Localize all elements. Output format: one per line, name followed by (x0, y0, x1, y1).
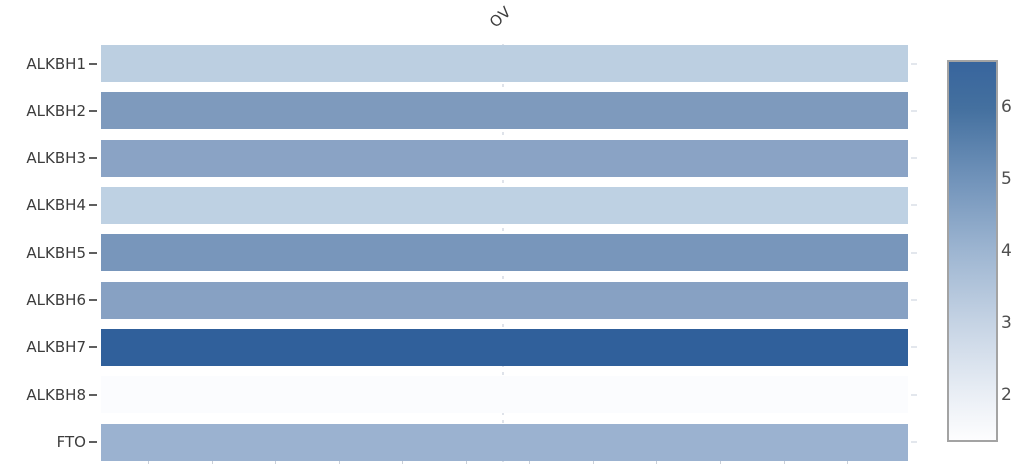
y-axis-tick-right (911, 204, 917, 207)
x-axis-minor-tick (148, 460, 149, 464)
x-axis-minor-tick (211, 460, 213, 464)
row-label: ALKBH8 (26, 385, 86, 404)
x-axis-minor-tick (402, 460, 404, 464)
y-axis-tick (89, 346, 97, 349)
row-label: ALKBH2 (26, 101, 86, 120)
y-axis-tick-right (911, 157, 917, 160)
y-axis-tick-right (911, 299, 917, 302)
heatmap-cell (101, 281, 908, 319)
x-axis-minor-tick (783, 460, 785, 464)
x-axis-minor-tick (529, 460, 531, 464)
y-axis-tick-right (911, 393, 917, 396)
heatmap-cell (101, 92, 908, 130)
y-axis-tick (89, 62, 97, 65)
heatmap-cell (101, 376, 908, 414)
y-axis-tick (89, 251, 97, 254)
row-label: ALKBH7 (26, 338, 86, 357)
colorbar-tick-label: 6 (1001, 96, 1012, 117)
y-axis-tick (89, 299, 97, 302)
x-axis-minor-tick (338, 460, 340, 464)
y-axis-tick (89, 109, 97, 112)
y-axis-tick (89, 441, 97, 444)
heatmap-cell (101, 139, 908, 177)
row-label: ALKBH5 (26, 243, 86, 262)
y-axis-tick-right (911, 62, 917, 65)
x-axis-minor-tick (656, 460, 658, 464)
colorbar-tick-label: 3 (1001, 313, 1012, 334)
heatmap-cell (101, 45, 908, 82)
y-axis-tick (89, 157, 97, 160)
heatmap-cell (101, 186, 908, 224)
y-axis-tick-right (911, 346, 917, 349)
x-axis-minor-tick (275, 460, 277, 464)
y-axis-tick-right (911, 441, 917, 444)
x-axis-minor-tick (592, 460, 594, 464)
y-axis-tick-right (911, 109, 917, 112)
y-axis-tick (89, 393, 97, 396)
row-label: ALKBH3 (26, 149, 86, 168)
heatmap-cell (101, 423, 908, 461)
y-axis-tick-right (911, 251, 917, 254)
row-label: ALKBH1 (26, 54, 86, 73)
y-axis-tick (89, 204, 97, 207)
x-axis-minor-tick (847, 460, 849, 464)
colorbar-tick-label: 4 (1001, 241, 1012, 261)
colorbar (947, 60, 998, 442)
heatmap-cell (101, 328, 908, 366)
x-axis-minor-tick (719, 460, 721, 464)
column-label-ov: OV (485, 2, 515, 32)
row-label: ALKBH4 (26, 196, 86, 215)
heatmap-cell (101, 234, 908, 272)
x-axis-minor-tick (465, 460, 467, 464)
colorbar-tick-label: 2 (1001, 385, 1012, 406)
row-label: FTO (56, 433, 86, 452)
row-label: ALKBH6 (26, 291, 86, 310)
colorbar-tick-label: 5 (1001, 168, 1012, 189)
